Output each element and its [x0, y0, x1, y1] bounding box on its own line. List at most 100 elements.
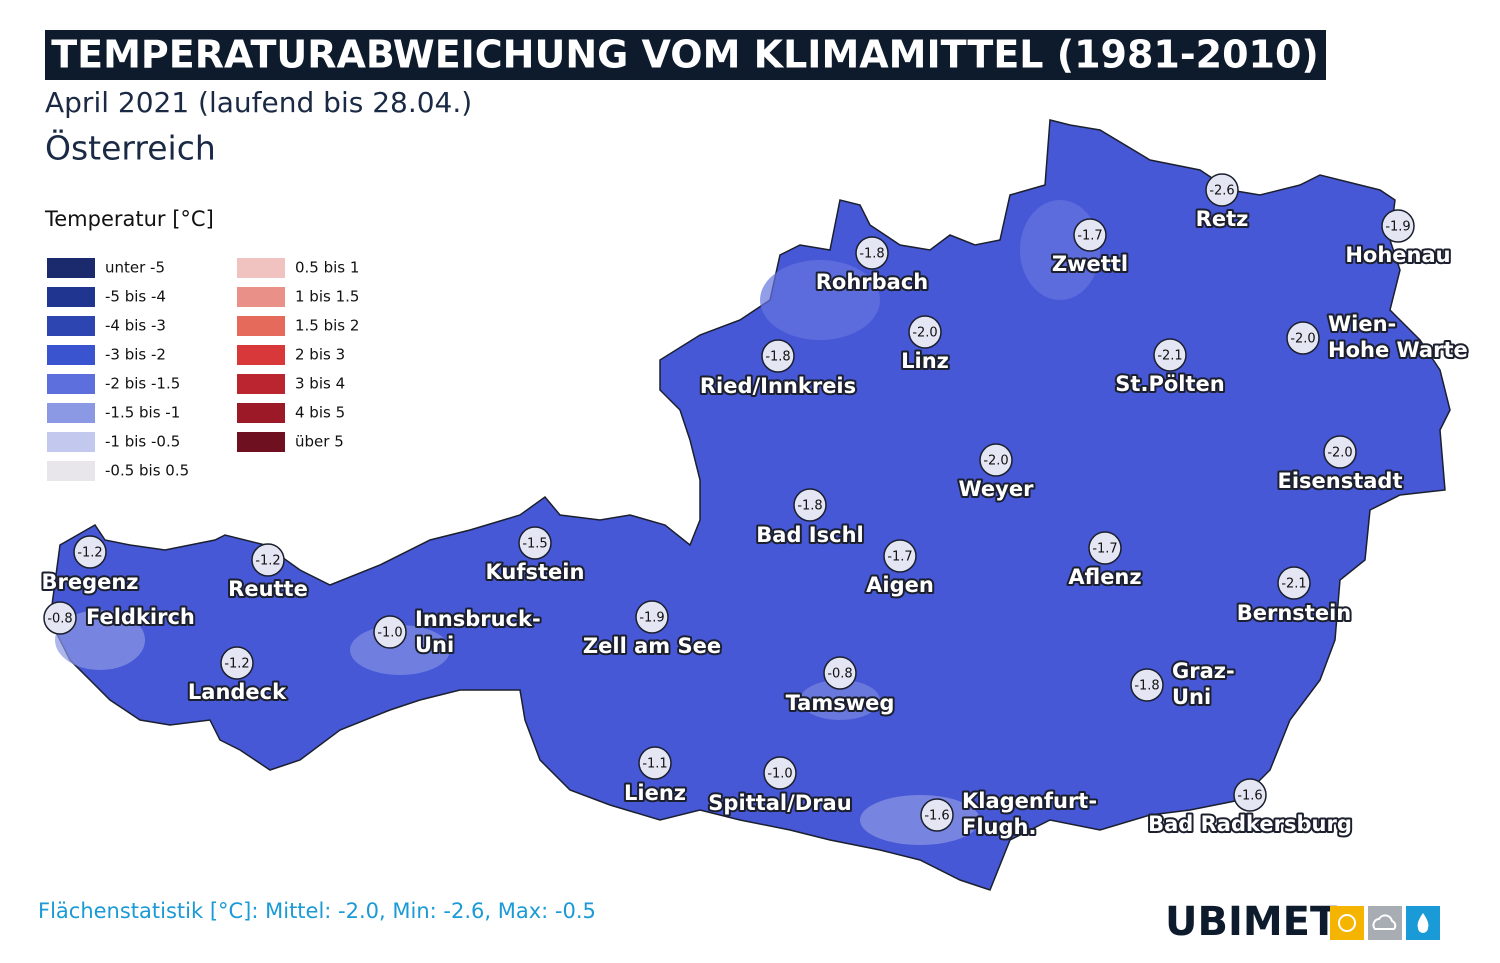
station-value: -1.7: [887, 550, 912, 565]
logo-icons: [1330, 906, 1440, 940]
station-name: Rohrbach: [816, 270, 929, 294]
legend-swatch: [47, 432, 95, 452]
station-name: Weyer: [959, 477, 1035, 501]
station: -0.8 Tamsweg: [784, 656, 896, 717]
station-value: -1.8: [859, 247, 884, 262]
legend-label: 4 bis 5: [295, 404, 345, 422]
station: -1.7 Aigen: [864, 539, 936, 599]
station: -2.0 Linz: [899, 315, 951, 375]
station-value: -1.6: [1237, 789, 1262, 804]
station-value: -2.0: [912, 326, 937, 341]
legend-label: -1.5 bis -1: [105, 404, 180, 422]
station-name: Hohe Warte: [1328, 338, 1468, 362]
station: -1.2 Reutte: [226, 543, 310, 603]
station-name: Tamsweg: [786, 691, 895, 715]
station-value: -1.2: [255, 554, 280, 569]
legend-label: über 5: [295, 433, 344, 451]
station-marker: [1277, 566, 1311, 600]
austria-map: [49, 119, 1451, 891]
station: -1.7 Aflenz: [1066, 531, 1144, 591]
cloud-icon: [1372, 914, 1397, 930]
station-name: Retz: [1196, 207, 1249, 231]
station-name: Graz-: [1172, 659, 1235, 683]
station-name: Uni: [1172, 685, 1211, 709]
station-marker: [979, 443, 1013, 477]
station: -1.0 Innsbruck-Uni: [373, 605, 543, 659]
station-value: -2.0: [1327, 446, 1352, 461]
station-name: Reutte: [228, 577, 308, 601]
region-shade: [800, 680, 880, 720]
station: -1.8 Graz-Uni: [1130, 657, 1237, 711]
station: -2.6 Retz: [1194, 173, 1250, 233]
country-shape: [49, 119, 1451, 891]
station-marker: [1286, 321, 1320, 355]
station: -1.6 Bad Radkersburg: [1146, 778, 1354, 838]
station-marker: [883, 539, 917, 573]
title-bar: [45, 30, 1326, 80]
station: -1.9 Hohenau: [1343, 209, 1453, 269]
station-name: St.Pölten: [1115, 372, 1224, 396]
station-marker: [823, 656, 857, 690]
station-value: -0.8: [827, 667, 852, 682]
legend-swatch: [47, 258, 95, 278]
station-name: Ried/Innkreis: [700, 374, 856, 398]
legend-swatch: [47, 345, 95, 365]
station-value: -1.6: [924, 809, 949, 824]
station-name: Wien-: [1328, 312, 1396, 336]
station-marker: [761, 339, 795, 373]
title: TEMPERATURABWEICHUNG VOM KLIMAMITTEL (19…: [51, 33, 1319, 77]
legend-label: -5 bis -4: [105, 288, 166, 306]
station-marker: [73, 535, 107, 569]
legend-label: 1 bis 1.5: [295, 288, 359, 306]
legend-swatch: [47, 287, 95, 307]
station: -0.8 Feldkirch: [43, 601, 197, 635]
station-value: -1.0: [767, 767, 792, 782]
station-name: Linz: [901, 349, 949, 373]
legend-swatch: [237, 374, 285, 394]
station-marker: [251, 543, 285, 577]
station-marker: [1073, 218, 1107, 252]
station: -1.0 Spittal/Drau: [706, 756, 854, 817]
sun-box: [1330, 906, 1364, 940]
station: -1.9 Zell am See: [581, 600, 723, 660]
region: Österreich: [45, 128, 216, 168]
sun-icon: [1338, 914, 1356, 932]
station: -2.1 St.Pölten: [1113, 338, 1227, 398]
station-marker: [43, 601, 77, 635]
station-marker: [908, 315, 942, 349]
station-value: -2.0: [1290, 332, 1315, 347]
legend-label: -0.5 bis 0.5: [105, 462, 189, 480]
legend-label: -3 bis -2: [105, 346, 166, 364]
legend-swatch: [47, 403, 95, 423]
station-name: Aflenz: [1068, 565, 1141, 589]
station-marker: [373, 615, 407, 649]
station-name: Lienz: [624, 781, 686, 805]
station-name: Bregenz: [41, 570, 138, 594]
station-value: -1.7: [1077, 229, 1102, 244]
station: -1.1 Lienz: [622, 746, 688, 807]
legend-label: unter -5: [105, 259, 165, 277]
legend-swatch: [237, 258, 285, 278]
legend-swatch: [237, 316, 285, 336]
station-marker: [1153, 338, 1187, 372]
station: -2.1 Bernstein: [1235, 566, 1353, 627]
station: -1.6 Klagenfurt-Flugh.: [920, 787, 1099, 841]
station-name: Feldkirch: [86, 605, 195, 629]
station-value: -1.1: [642, 757, 667, 772]
station-marker: [763, 756, 797, 790]
station-marker: [793, 488, 827, 522]
station-marker: [635, 600, 669, 634]
station-value: -1.2: [77, 546, 102, 561]
station-marker: [855, 236, 889, 270]
station-value: -1.9: [639, 611, 664, 626]
station-name: Uni: [415, 633, 454, 657]
legend-swatch: [237, 432, 285, 452]
station: -1.5 Kufstein: [484, 526, 586, 586]
station-value: -2.0: [983, 454, 1008, 469]
region-shade: [55, 610, 145, 670]
legend-label: 2 bis 3: [295, 346, 345, 364]
region-shade: [760, 260, 880, 340]
legend-swatch: [237, 403, 285, 423]
legend-swatch: [47, 461, 95, 481]
footer-stats: Flächenstatistik [°C]: Mittel: -2.0, Min…: [38, 899, 596, 923]
